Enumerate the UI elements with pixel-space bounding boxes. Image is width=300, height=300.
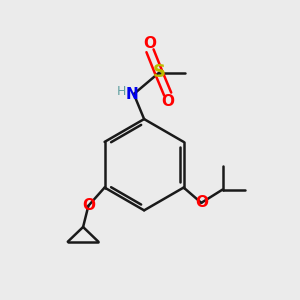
Text: N: N xyxy=(126,87,139,102)
Text: H: H xyxy=(117,85,126,98)
Text: O: O xyxy=(196,195,209,210)
Text: S: S xyxy=(152,63,165,81)
Text: O: O xyxy=(161,94,174,109)
Text: O: O xyxy=(143,36,157,51)
Text: O: O xyxy=(82,198,95,213)
